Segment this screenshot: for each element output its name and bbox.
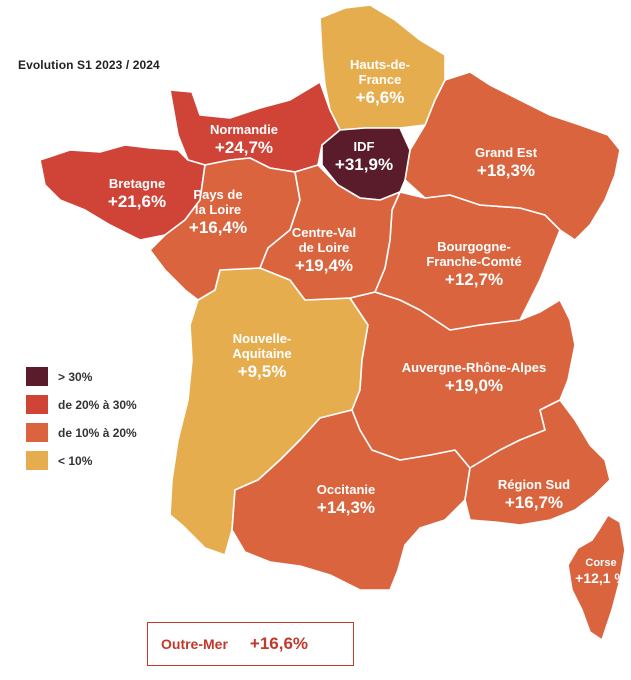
region-name: Pays de [193,187,243,202]
region-name: Aquitaine [232,345,292,361]
label-hauts-de-france: Hauts-de- France +6,6% [350,57,410,107]
label-normandie: Normandie +24,7% [210,122,278,157]
label-occitanie: Occitanie +14,3% [316,482,376,517]
region-pays-de-la-loire[interactable] [149,157,301,301]
label-nouvelle-aquitaine: Nouvelle- Aquitaine +9,5% [232,331,292,381]
legend-item: < 10% [26,450,137,471]
legend-label: de 10% à 20% [58,425,137,440]
region-value: +12,7% [444,269,504,289]
region-name: Corse [585,557,617,569]
legend: > 30% de 20% à 30% de 10% à 20% < 10% [26,366,137,478]
legend-swatch [26,423,48,442]
legend-swatch [26,395,48,414]
region-value: +14,3% [316,497,376,517]
legend-item: > 30% [26,366,137,387]
region-value: +19,0% [444,375,504,395]
outre-mer-box: Outre-Mer +16,6% [147,622,354,666]
region-name: Nouvelle- [232,331,292,346]
legend-item: de 20% à 30% [26,394,137,415]
region-hauts-de-france[interactable] [319,4,446,131]
region-value: +21,6% [107,191,167,211]
region-name: Auvergne-Rhône-Alpes [401,360,547,375]
region-name: Bretagne [108,176,166,191]
map-title: Evolution S1 2023 / 2024 [18,58,160,72]
region-value: +16,7% [504,492,564,512]
label-auvergne-rhone-alpes: Auvergne-Rhône-Alpes +19,0% [401,360,547,395]
label-bretagne: Bretagne +21,6% [107,176,167,211]
region-centre-val-de-loire[interactable] [259,164,401,301]
region-name: Franche-Comté [426,253,522,269]
label-grand-est: Grand Est +18,3% [474,145,538,180]
region-name: Occitanie [316,482,376,497]
legend-label: < 10% [58,453,93,468]
legend-item: de 10% à 20% [26,422,137,443]
legend-label: > 30% [58,369,93,384]
region-name: Normandie [210,122,278,137]
label-idf: IDF +31,9% [334,139,394,174]
label-region-sud: Région Sud +16,7% [497,477,571,512]
region-value: +9,5% [237,361,287,381]
region-value: +12,1 % [575,569,627,586]
legend-swatch [26,451,48,470]
region-value: +24,7% [214,137,274,157]
label-centre-val-de-loire: Centre-Val de Loire +19,4% [291,225,357,275]
region-value: +19,4% [294,255,354,275]
region-name: Région Sud [497,477,571,492]
region-name: Hauts-de- [350,57,410,72]
legend-swatch [26,367,48,386]
region-value: +16,4% [188,217,248,237]
label-bourgogne-franche-comte: Bourgogne- Franche-Comté +12,7% [426,239,522,289]
region-corse[interactable] [567,514,626,641]
region-name: Grand Est [474,145,538,160]
region-value: +18,3% [476,160,536,180]
region-sud[interactable] [464,399,611,526]
region-name: de Loire [298,239,350,255]
region-value: +6,6% [355,87,405,107]
region-name: IDF [353,139,375,154]
label-corse: Corse +12,1 % [575,557,627,586]
region-name: Bourgogne- [437,239,511,254]
outre-mer-value: +16,6% [249,634,309,653]
label-pays-de-la-loire: Pays de la Loire +16,4% [188,187,248,237]
outre-mer-name: Outre-Mer [161,636,228,652]
region-name: Centre-Val [291,225,357,240]
legend-label: de 20% à 30% [58,397,137,412]
region-value: +31,9% [334,154,394,174]
region-name: France [358,71,402,87]
region-name: la Loire [194,201,242,217]
